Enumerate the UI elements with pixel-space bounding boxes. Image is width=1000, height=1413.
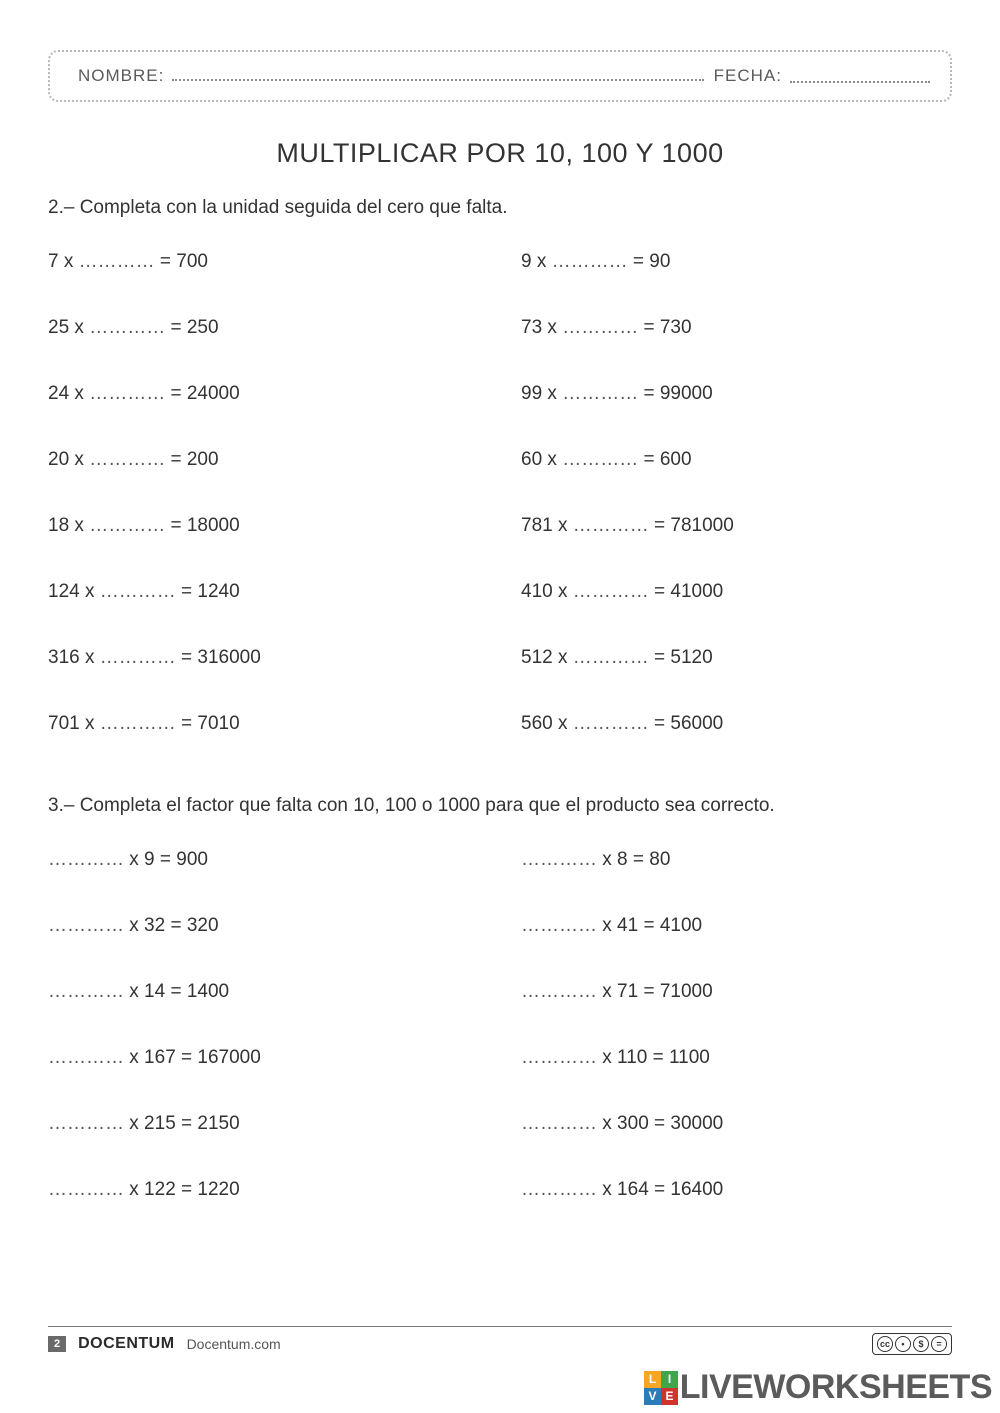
cc-sa-icon: = bbox=[931, 1336, 947, 1352]
name-label: NOMBRE: bbox=[78, 66, 164, 86]
exercise-item: 512 x ………… = 5120 bbox=[505, 647, 952, 669]
date-input-line[interactable] bbox=[790, 81, 930, 83]
answer-blank[interactable]: ………… bbox=[48, 849, 124, 870]
answer-blank[interactable]: ………… bbox=[89, 449, 165, 470]
brand-name: DOCENTUM bbox=[78, 1335, 174, 1353]
worksheet-title: MULTIPLICAR POR 10, 100 Y 1000 bbox=[48, 138, 952, 169]
cc-by-icon: • bbox=[895, 1336, 911, 1352]
answer-blank[interactable]: ………… bbox=[100, 581, 176, 602]
answer-blank[interactable]: ………… bbox=[48, 981, 124, 1002]
exercise-item: 781 x ………… = 781000 bbox=[505, 515, 952, 537]
exercise-item: ………… x 8 = 80 bbox=[505, 849, 952, 871]
exercise-item: 18 x ………… = 18000 bbox=[48, 515, 495, 537]
exercise-item: 410 x ………… = 41000 bbox=[505, 581, 952, 603]
answer-blank[interactable]: ………… bbox=[100, 713, 176, 734]
watermark-text: LIVEWORKSHEETS bbox=[680, 1368, 992, 1407]
exercise-item: 25 x ………… = 250 bbox=[48, 317, 495, 339]
answer-blank[interactable]: ………… bbox=[562, 317, 638, 338]
section3-instruction: 3.– Completa el factor que falta con 10,… bbox=[48, 795, 952, 817]
cc-license-icon: cc • $ = bbox=[872, 1333, 952, 1355]
answer-blank[interactable]: ………… bbox=[100, 647, 176, 668]
section2-grid: 7 x ………… = 700 9 x ………… = 90 25 x ………… = 2… bbox=[48, 251, 952, 735]
exercise-item: ………… x 300 = 30000 bbox=[505, 1113, 952, 1135]
answer-blank[interactable]: ………… bbox=[562, 449, 638, 470]
answer-blank[interactable]: ………… bbox=[521, 1179, 597, 1200]
answer-blank[interactable]: ………… bbox=[521, 849, 597, 870]
answer-blank[interactable]: ………… bbox=[48, 1047, 124, 1068]
exercise-item: 124 x ………… = 1240 bbox=[48, 581, 495, 603]
answer-blank[interactable]: ………… bbox=[552, 251, 628, 272]
exercise-item: ………… x 215 = 2150 bbox=[48, 1113, 495, 1135]
answer-blank[interactable]: ………… bbox=[521, 1047, 597, 1068]
answer-blank[interactable]: ………… bbox=[48, 1179, 124, 1200]
exercise-item: 316 x ………… = 316000 bbox=[48, 647, 495, 669]
answer-blank[interactable]: ………… bbox=[89, 383, 165, 404]
exercise-item: 20 x ………… = 200 bbox=[48, 449, 495, 471]
answer-blank[interactable]: ………… bbox=[89, 515, 165, 536]
answer-blank[interactable]: ………… bbox=[573, 647, 649, 668]
liveworksheets-watermark: L I V E LIVEWORKSHEETS bbox=[644, 1368, 992, 1407]
date-label: FECHA: bbox=[714, 66, 782, 86]
exercise-item: ………… x 71 = 71000 bbox=[505, 981, 952, 1003]
name-input-line[interactable] bbox=[172, 79, 703, 81]
exercise-item: 99 x ………… = 99000 bbox=[505, 383, 952, 405]
answer-blank[interactable]: ………… bbox=[48, 1113, 124, 1134]
exercise-item: 60 x ………… = 600 bbox=[505, 449, 952, 471]
answer-blank[interactable]: ………… bbox=[521, 915, 597, 936]
answer-blank[interactable]: ………… bbox=[89, 317, 165, 338]
answer-blank[interactable]: ………… bbox=[48, 915, 124, 936]
answer-blank[interactable]: ………… bbox=[79, 251, 155, 272]
section3-grid: ………… x 9 = 900 ………… x 8 = 80 ………… x 32 = 3… bbox=[48, 849, 952, 1201]
exercise-item: ………… x 164 = 16400 bbox=[505, 1179, 952, 1201]
answer-blank[interactable]: ………… bbox=[562, 383, 638, 404]
exercise-item: ………… x 9 = 900 bbox=[48, 849, 495, 871]
exercise-item: 701 x ………… = 7010 bbox=[48, 713, 495, 735]
section2-instruction: 2.– Completa con la unidad seguida del c… bbox=[48, 197, 952, 219]
brand-url: Docentum.com bbox=[187, 1336, 281, 1352]
answer-blank[interactable]: ………… bbox=[521, 981, 597, 1002]
cc-nc-icon: $ bbox=[913, 1336, 929, 1352]
exercise-item: 73 x ………… = 730 bbox=[505, 317, 952, 339]
answer-blank[interactable]: ………… bbox=[573, 713, 649, 734]
watermark-badge: L I V E bbox=[644, 1371, 678, 1405]
exercise-item: ………… x 110 = 1100 bbox=[505, 1047, 952, 1069]
exercise-item: 560 x ………… = 56000 bbox=[505, 713, 952, 735]
exercise-item: 24 x ………… = 24000 bbox=[48, 383, 495, 405]
name-date-header: NOMBRE: FECHA: bbox=[48, 50, 952, 102]
exercise-item: ………… x 32 = 320 bbox=[48, 915, 495, 937]
exercise-item: 9 x ………… = 90 bbox=[505, 251, 952, 273]
exercise-item: ………… x 14 = 1400 bbox=[48, 981, 495, 1003]
page-footer: 2 DOCENTUM Docentum.com cc • $ = bbox=[48, 1326, 952, 1355]
answer-blank[interactable]: ………… bbox=[573, 515, 649, 536]
cc-icon: cc bbox=[877, 1336, 893, 1352]
answer-blank[interactable]: ………… bbox=[521, 1113, 597, 1134]
answer-blank[interactable]: ………… bbox=[573, 581, 649, 602]
exercise-item: 7 x ………… = 700 bbox=[48, 251, 495, 273]
exercise-item: ………… x 167 = 167000 bbox=[48, 1047, 495, 1069]
exercise-item: ………… x 41 = 4100 bbox=[505, 915, 952, 937]
page-number: 2 bbox=[48, 1336, 66, 1352]
exercise-item: ………… x 122 = 1220 bbox=[48, 1179, 495, 1201]
